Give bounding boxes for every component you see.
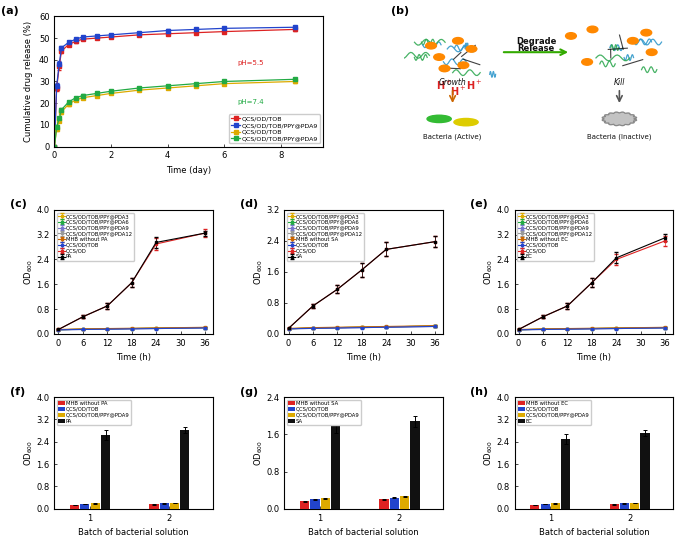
X-axis label: Batch of bacterial solution: Batch of bacterial solution bbox=[309, 528, 419, 537]
Bar bbox=[379, 499, 388, 509]
Text: Kill: Kill bbox=[614, 78, 625, 87]
Y-axis label: OD$_{600}$: OD$_{600}$ bbox=[252, 259, 265, 285]
Bar bbox=[160, 503, 169, 509]
Text: H$^+$: H$^+$ bbox=[466, 79, 483, 91]
X-axis label: Batch of bacterial solution: Batch of bacterial solution bbox=[539, 528, 649, 537]
Bar bbox=[170, 503, 179, 509]
Circle shape bbox=[581, 59, 592, 65]
Ellipse shape bbox=[454, 119, 478, 126]
Text: (d): (d) bbox=[240, 200, 258, 210]
Bar bbox=[101, 435, 110, 509]
Text: Bacteria (Active): Bacteria (Active) bbox=[424, 133, 481, 140]
Circle shape bbox=[439, 65, 450, 72]
Bar bbox=[630, 503, 639, 509]
Legend: MHB without PA, QCS/OD/TOB, QCS/OD/TOB/PPY@PDA9, PA: MHB without PA, QCS/OD/TOB, QCS/OD/TOB/P… bbox=[57, 400, 131, 425]
Bar bbox=[411, 421, 420, 509]
Text: H$^+$: H$^+$ bbox=[437, 79, 453, 91]
Text: Bacteria (Inactive): Bacteria (Inactive) bbox=[587, 133, 651, 140]
Circle shape bbox=[458, 62, 469, 68]
Circle shape bbox=[646, 49, 657, 55]
Circle shape bbox=[453, 38, 463, 44]
Text: (a): (a) bbox=[1, 6, 18, 16]
Bar bbox=[331, 426, 340, 509]
Text: (g): (g) bbox=[240, 387, 258, 397]
Y-axis label: OD$_{600}$: OD$_{600}$ bbox=[22, 259, 35, 285]
X-axis label: Batch of bacterial solution: Batch of bacterial solution bbox=[78, 528, 189, 537]
Bar bbox=[541, 504, 549, 509]
Circle shape bbox=[628, 38, 639, 44]
Legend: QCS/OD/TOB/PPY@PDA3, QCS/OD/TOB/PPY@PDA6, QCS/OD/TOB/PPY@PDA9, QCS/OD/TOB/PPY@PD: QCS/OD/TOB/PPY@PDA3, QCS/OD/TOB/PPY@PDA6… bbox=[57, 213, 134, 261]
Bar bbox=[80, 504, 90, 509]
Circle shape bbox=[587, 26, 598, 33]
Circle shape bbox=[466, 46, 477, 52]
Text: (f): (f) bbox=[10, 387, 25, 397]
Bar bbox=[400, 496, 409, 509]
Text: pH=5.5: pH=5.5 bbox=[237, 60, 264, 66]
Bar bbox=[530, 505, 539, 509]
Text: (b): (b) bbox=[391, 6, 409, 16]
Text: (e): (e) bbox=[470, 200, 488, 210]
Y-axis label: OD$_{600}$: OD$_{600}$ bbox=[252, 440, 265, 466]
Bar bbox=[90, 503, 100, 509]
Y-axis label: OD$_{600}$: OD$_{600}$ bbox=[22, 440, 35, 466]
Ellipse shape bbox=[427, 115, 452, 123]
Circle shape bbox=[426, 43, 437, 49]
Bar bbox=[390, 498, 399, 509]
Legend: QCS/OD/TOB/PPY@PDA3, QCS/OD/TOB/PPY@PDA6, QCS/OD/TOB/PPY@PDA9, QCS/OD/TOB/PPY@PD: QCS/OD/TOB/PPY@PDA3, QCS/OD/TOB/PPY@PDA6… bbox=[517, 213, 594, 261]
X-axis label: Time (h): Time (h) bbox=[577, 353, 611, 362]
Y-axis label: OD$_{600}$: OD$_{600}$ bbox=[483, 259, 495, 285]
Bar bbox=[620, 503, 629, 509]
Bar bbox=[300, 501, 309, 509]
Legend: QCS/OD/TOB, QCS/OD/TOB/PPY@PDA9, QCS/OD/TOB, QCS/OD/TOB/PPY@PDA9: QCS/OD/TOB, QCS/OD/TOB/PPY@PDA9, QCS/OD/… bbox=[229, 114, 320, 143]
Circle shape bbox=[566, 33, 577, 39]
Text: H$^+$: H$^+$ bbox=[450, 85, 466, 98]
Bar bbox=[321, 498, 330, 509]
Bar bbox=[180, 430, 190, 509]
Y-axis label: Cumulative drug release (%): Cumulative drug release (%) bbox=[24, 21, 33, 142]
Polygon shape bbox=[602, 112, 636, 126]
Bar bbox=[70, 505, 79, 509]
X-axis label: Time (h): Time (h) bbox=[346, 353, 381, 362]
Bar bbox=[311, 499, 320, 509]
Text: (c): (c) bbox=[10, 200, 27, 210]
X-axis label: Time (day): Time (day) bbox=[167, 166, 211, 175]
Legend: QCS/OD/TOB/PPY@PDA3, QCS/OD/TOB/PPY@PDA6, QCS/OD/TOB/PPY@PDA9, QCS/OD/TOB/PPY@PD: QCS/OD/TOB/PPY@PDA3, QCS/OD/TOB/PPY@PDA6… bbox=[287, 213, 364, 261]
Bar bbox=[609, 504, 619, 509]
Circle shape bbox=[641, 30, 651, 36]
X-axis label: Time (h): Time (h) bbox=[116, 353, 151, 362]
Bar bbox=[561, 439, 571, 509]
Bar bbox=[150, 504, 158, 509]
Text: pH=7.4: pH=7.4 bbox=[237, 98, 264, 104]
Text: Degrade: Degrade bbox=[516, 37, 556, 46]
Legend: MHB without EC, QCS/OD/TOB, QCS/OD/TOB/PPY@PDA9, EC: MHB without EC, QCS/OD/TOB, QCS/OD/TOB/P… bbox=[517, 400, 591, 425]
Circle shape bbox=[434, 54, 445, 60]
Legend: MHB without SA, QCS/OD/TOB, QCS/OD/TOB/PPY@PDA9, SA: MHB without SA, QCS/OD/TOB, QCS/OD/TOB/P… bbox=[287, 400, 361, 425]
Bar bbox=[641, 433, 649, 509]
Text: Growth: Growth bbox=[439, 78, 466, 87]
Text: Release: Release bbox=[517, 44, 555, 53]
Text: (h): (h) bbox=[470, 387, 488, 397]
Y-axis label: OD$_{600}$: OD$_{600}$ bbox=[483, 440, 495, 466]
Bar bbox=[551, 503, 560, 509]
